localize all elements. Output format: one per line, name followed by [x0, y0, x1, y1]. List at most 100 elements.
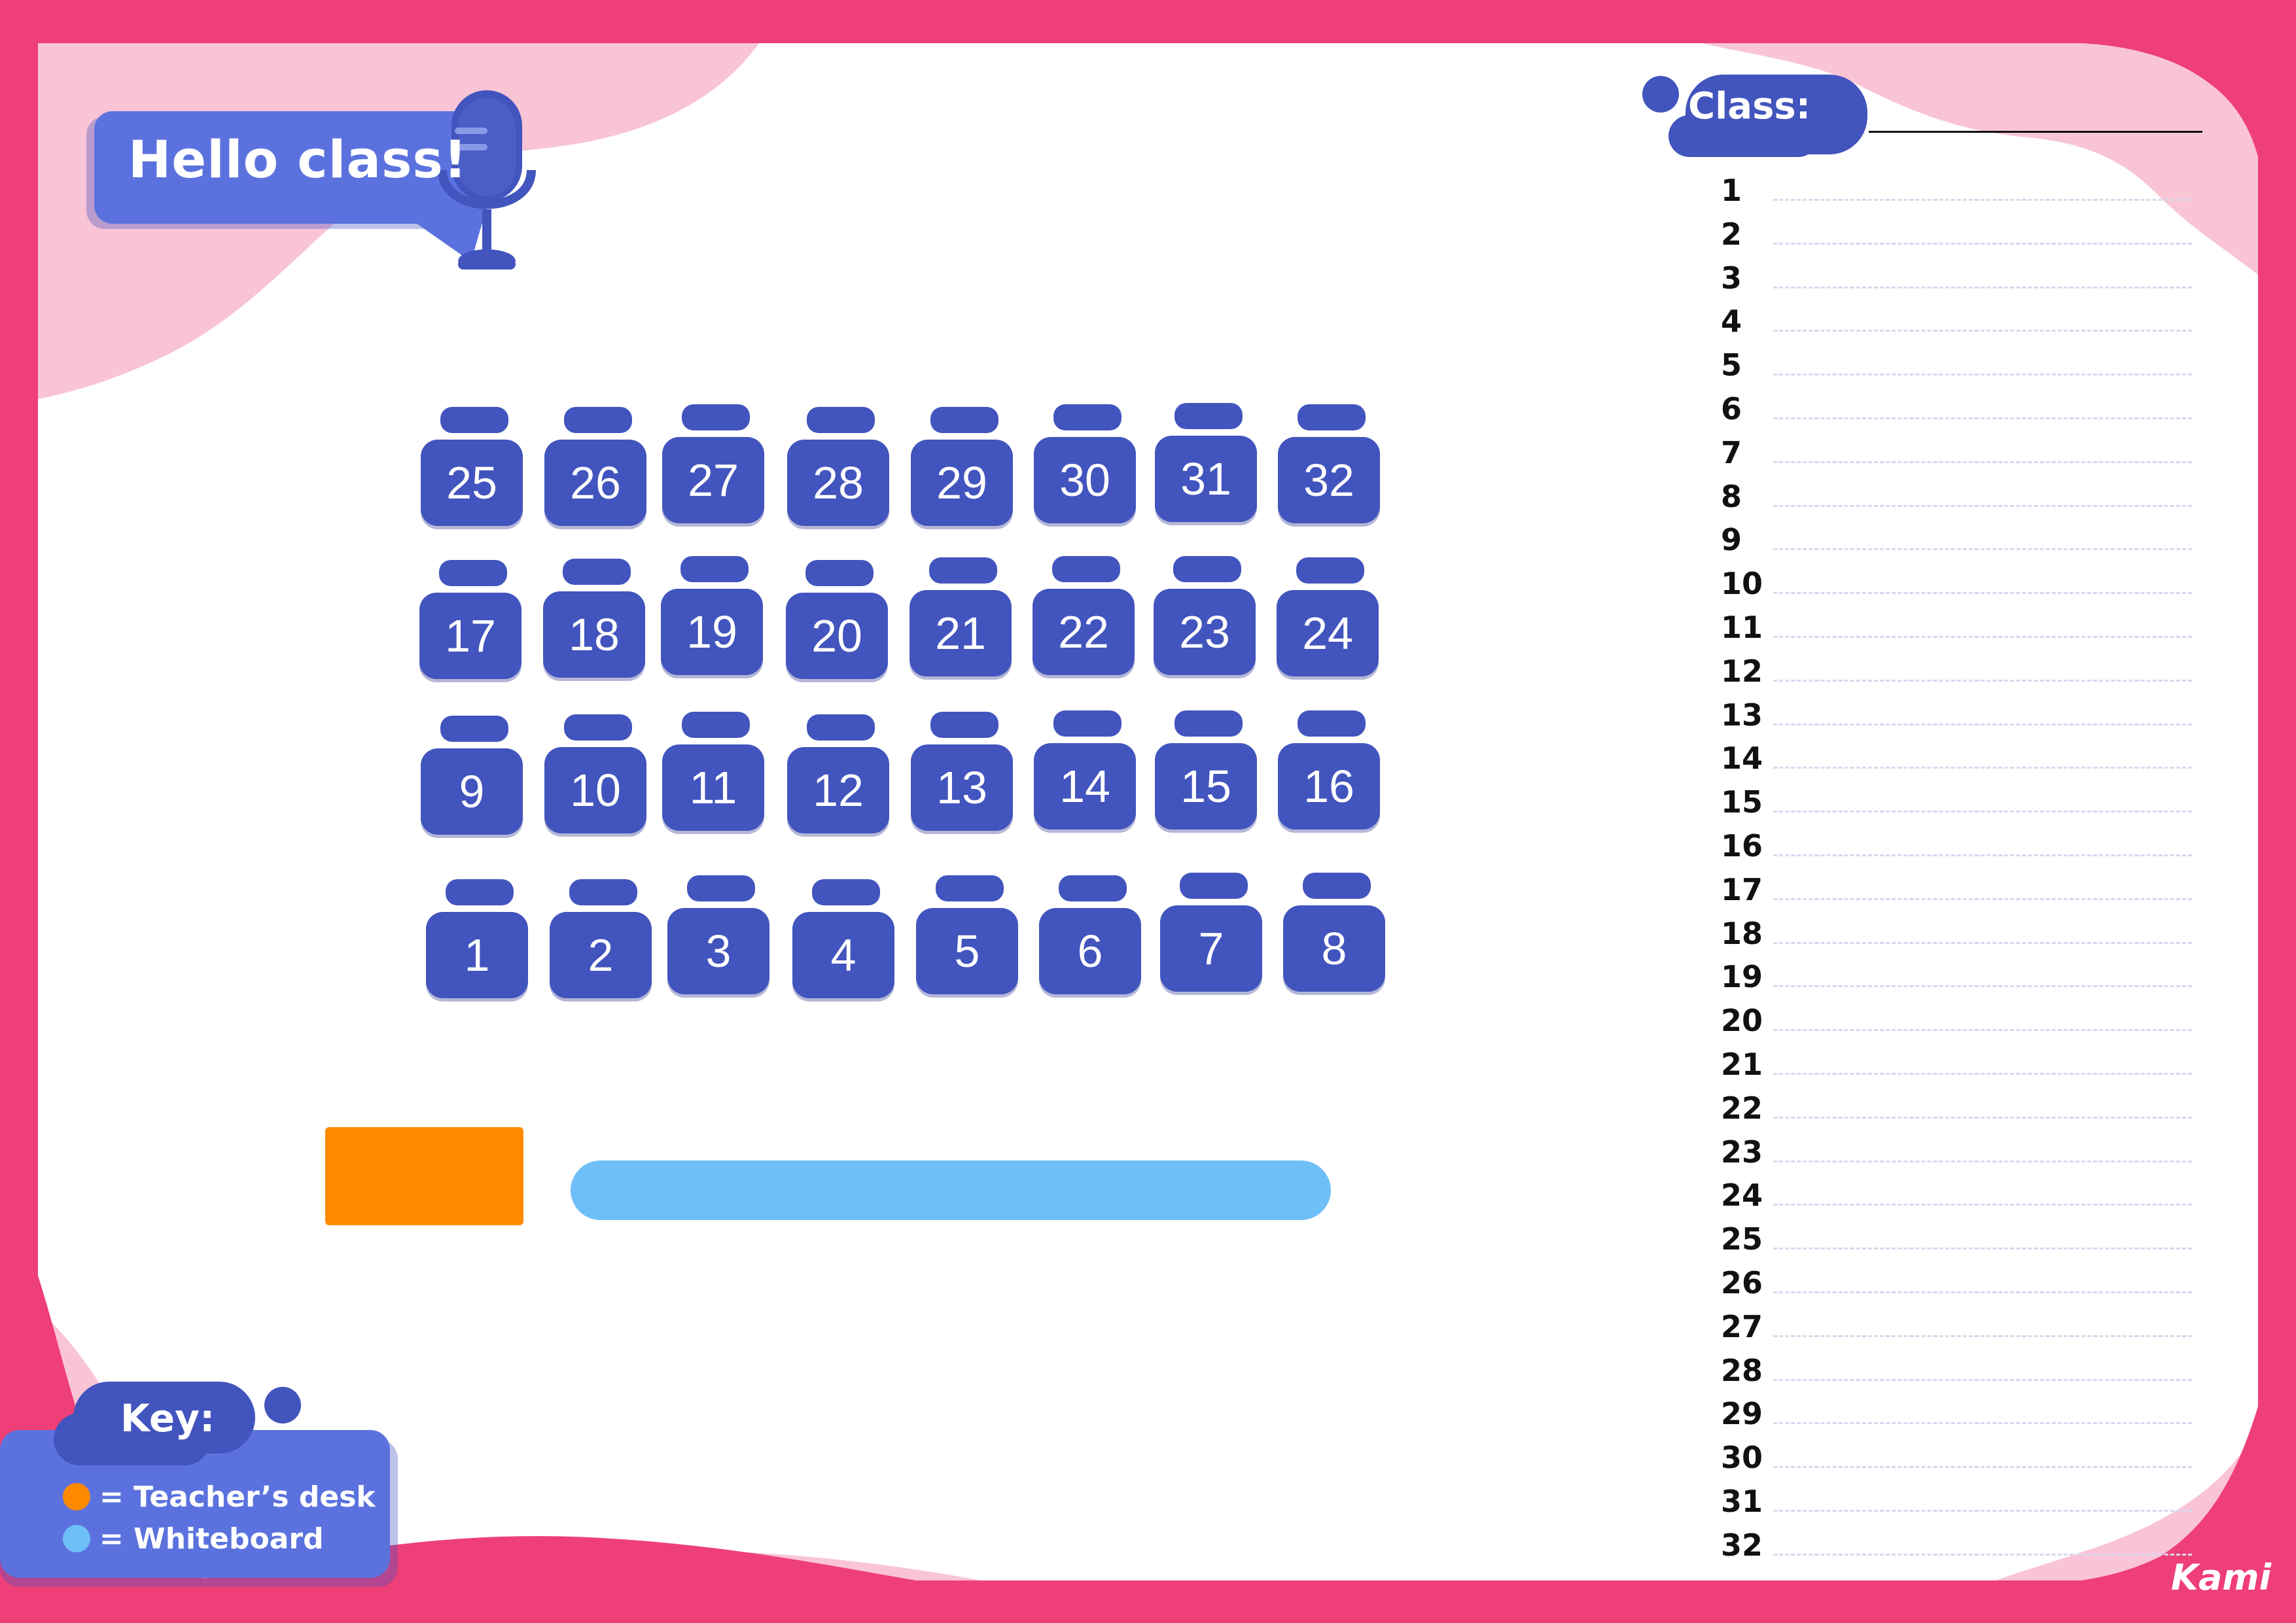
chair	[812, 879, 880, 905]
roster-number: 9	[1721, 522, 1742, 558]
student-name-line[interactable]	[1773, 767, 2192, 769]
chair	[805, 560, 874, 586]
class-bubble-dot	[1642, 76, 1679, 113]
student-name-line[interactable]	[1773, 679, 2192, 682]
roster-number: 14	[1721, 741, 1763, 777]
student-name-line[interactable]	[1773, 1422, 2192, 1425]
student-name-line[interactable]	[1773, 1029, 2192, 1032]
student-name-line[interactable]	[1773, 1116, 2192, 1119]
chair	[682, 712, 750, 738]
desk-surface	[544, 440, 646, 526]
student-name-line[interactable]	[1773, 941, 2192, 944]
chair	[440, 716, 508, 742]
roster-number: 1	[1721, 173, 1742, 208]
roster-number: 11	[1721, 609, 1763, 645]
desk-9: 9	[421, 716, 523, 835]
student-name-line[interactable]	[1773, 635, 2192, 638]
chair	[929, 557, 997, 584]
student-name-line[interactable]	[1773, 854, 2192, 856]
desk-surface	[426, 912, 528, 998]
roster-number: 22	[1721, 1090, 1763, 1126]
desk-surface	[1034, 743, 1136, 829]
desk-13: 13	[911, 712, 1013, 831]
desk-28: 28	[787, 407, 889, 526]
chair	[564, 407, 632, 433]
student-name-line[interactable]	[1773, 374, 2192, 376]
student-name-line[interactable]	[1773, 1072, 2192, 1075]
roster-number: 3	[1721, 260, 1742, 296]
roster-row: 9	[1721, 518, 2192, 562]
desk-number: 19	[686, 606, 737, 657]
roster-row: 30	[1721, 1436, 2192, 1480]
roster-row: 21	[1721, 1043, 2192, 1087]
student-name-line[interactable]	[1773, 1509, 2192, 1512]
desk-23: 23	[1154, 556, 1256, 675]
student-name-line[interactable]	[1773, 723, 2192, 725]
desk-surface	[667, 908, 769, 994]
student-name-line[interactable]	[1773, 461, 2192, 463]
student-name-line[interactable]	[1773, 504, 2192, 507]
desk-surface	[911, 440, 1013, 526]
chair	[1053, 404, 1122, 430]
key-bubble-dot	[264, 1387, 301, 1423]
desk-3: 3	[667, 875, 769, 994]
roster-number: 4	[1721, 304, 1742, 340]
chair	[936, 875, 1004, 901]
desk-surface	[661, 589, 763, 675]
chair	[930, 407, 998, 433]
roster-row: 7	[1721, 431, 2192, 475]
desk-surface	[1033, 589, 1135, 675]
hello-class-title: Hello class!	[128, 131, 468, 190]
student-name-line[interactable]	[1773, 1204, 2192, 1206]
orange-dot-icon	[63, 1483, 90, 1510]
desk-4: 4	[792, 879, 894, 998]
desk-number: 25	[446, 457, 497, 508]
roster-number: 20	[1721, 1003, 1763, 1039]
student-name-line[interactable]	[1773, 417, 2192, 419]
kami-logo: Kami	[2171, 1557, 2272, 1598]
student-name-line[interactable]	[1773, 592, 2192, 595]
student-name-line[interactable]	[1773, 811, 2192, 813]
student-name-line[interactable]	[1773, 286, 2192, 288]
desk-29: 29	[911, 407, 1013, 526]
student-name-line[interactable]	[1773, 330, 2192, 332]
roster-row: 3	[1721, 256, 2192, 300]
roster-row: 16	[1721, 824, 2192, 868]
roster-number: 12	[1721, 653, 1763, 689]
desk-number: 20	[811, 610, 862, 661]
key-bubble-lower	[54, 1413, 211, 1465]
roster-row: 19	[1721, 955, 2192, 999]
student-name-line[interactable]	[1773, 1248, 2192, 1250]
desk-surface	[910, 590, 1012, 676]
chair	[1059, 875, 1127, 901]
chair	[807, 714, 875, 741]
desk-21: 21	[910, 557, 1012, 676]
desk-surface	[662, 744, 764, 831]
roster-row: 28	[1721, 1349, 2192, 1393]
student-name-line[interactable]	[1773, 985, 2192, 988]
desk-number: 32	[1303, 455, 1354, 506]
student-name-line[interactable]	[1773, 1466, 2192, 1469]
student-name-line[interactable]	[1773, 1160, 2192, 1162]
student-name-line[interactable]	[1773, 242, 2192, 245]
desk-number: 2	[588, 930, 614, 981]
student-name-line[interactable]	[1773, 1553, 2192, 1556]
hello-bubble-tail	[406, 216, 484, 262]
roster-number: 29	[1721, 1396, 1763, 1432]
student-name-line[interactable]	[1773, 548, 2192, 551]
desk-number: 10	[570, 765, 621, 816]
desk-surface	[916, 908, 1018, 994]
student-name-line[interactable]	[1773, 199, 2192, 201]
roster-number: 8	[1721, 478, 1742, 514]
roster-number: 28	[1721, 1352, 1763, 1388]
chair	[687, 875, 755, 901]
student-name-line[interactable]	[1773, 1335, 2192, 1337]
desk-surface	[1278, 743, 1380, 829]
student-name-line[interactable]	[1773, 898, 2192, 900]
student-name-line[interactable]	[1773, 1378, 2192, 1381]
desk-15: 15	[1155, 710, 1257, 829]
chair	[1174, 403, 1243, 429]
student-name-line[interactable]	[1773, 1291, 2192, 1293]
desk-number: 17	[445, 610, 496, 661]
class-name-line[interactable]	[1869, 131, 2202, 133]
